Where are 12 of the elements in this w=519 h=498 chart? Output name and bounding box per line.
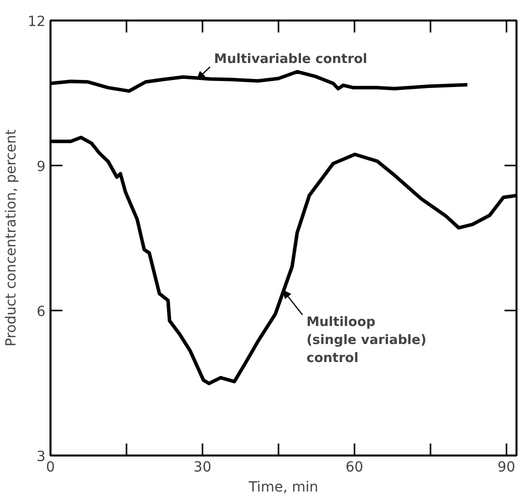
annotation: Multiloop (single variable) control xyxy=(306,314,426,366)
y-tick-label: 9 xyxy=(36,159,46,175)
x-tick-label: 60 xyxy=(346,460,364,476)
x-tick-label: 0 xyxy=(46,460,55,476)
y-tick-label: 12 xyxy=(28,14,46,30)
x-tick-label: 30 xyxy=(194,460,212,476)
y-axis-title: Product concentration, percent xyxy=(4,128,20,347)
y-tick-label: 6 xyxy=(36,304,46,320)
x-axis-title: Time, min xyxy=(248,480,318,496)
x-tick-label: 90 xyxy=(497,460,516,476)
annotation: Multivariable control xyxy=(214,52,368,67)
y-tick-label: 3 xyxy=(36,449,46,465)
